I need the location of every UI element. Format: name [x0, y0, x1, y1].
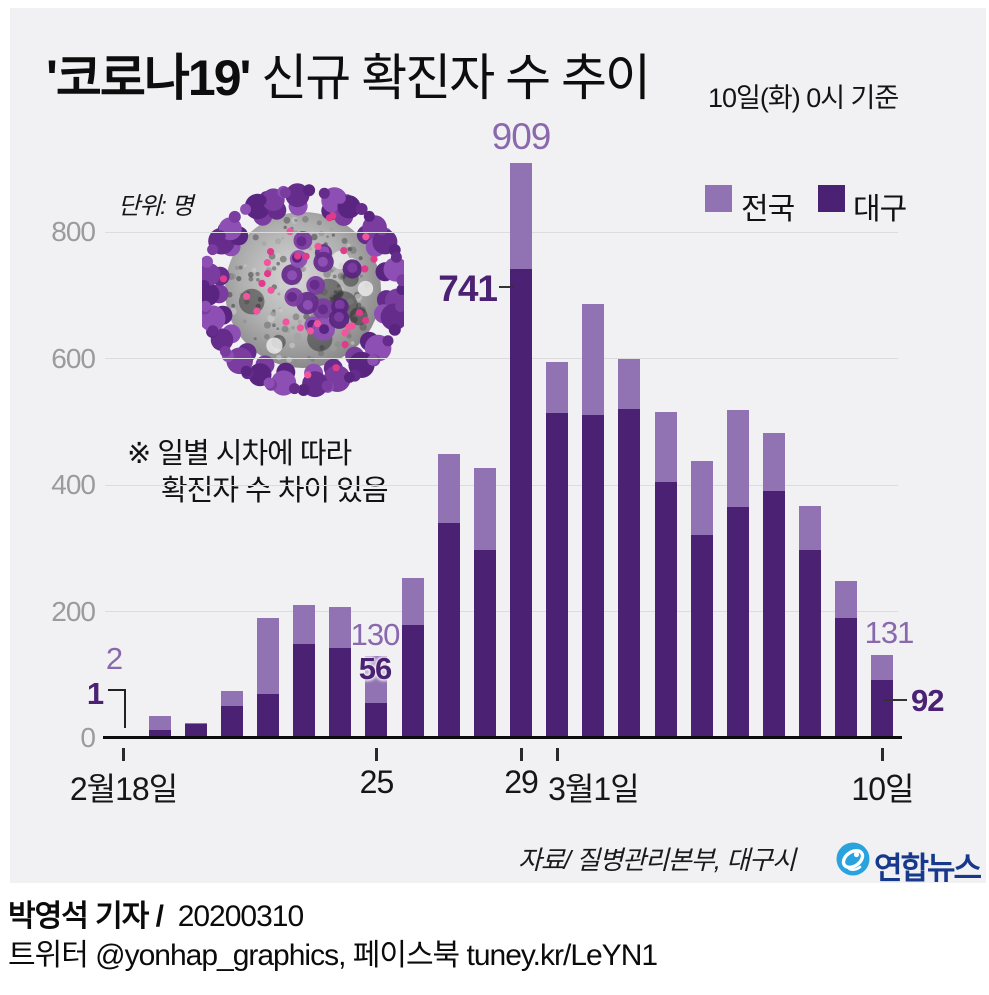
annotation-feb25-daegu: 56: [358, 651, 392, 686]
bar-daegu: [329, 648, 352, 738]
bar-daegu: [365, 703, 388, 738]
bar-daegu: [220, 706, 243, 738]
bar-daegu: [546, 413, 569, 738]
bar-daegu: [148, 730, 171, 738]
coronavirus-illustration: [202, 183, 404, 398]
x-axis-tick: [374, 748, 378, 761]
yonhap-logo-text: 연합뉴스: [874, 851, 982, 886]
page-title: '코로나19' 신규 확진자 수 추이: [46, 38, 651, 110]
x-axis-tick: [555, 748, 559, 761]
gridline: [105, 611, 898, 612]
y-axis-label: 400: [51, 469, 96, 500]
x-axis-label: 2월18일: [69, 771, 178, 807]
bar-daegu: [473, 550, 496, 738]
bar-daegu: [690, 535, 713, 738]
yonhap-logo-icon: [836, 842, 870, 876]
annotation-bracket-horizontal: [108, 689, 126, 691]
note-line2: 확진자 수 차이 있음: [161, 475, 389, 507]
bar-daegu: [835, 618, 858, 738]
title-highlight: '코로나19': [46, 50, 251, 106]
legend-label-daegu: 대구: [853, 193, 907, 226]
gridline: [105, 484, 898, 486]
x-axis-tick: [122, 748, 125, 761]
as-of-date-note: 10일(화) 0시 기준: [708, 83, 899, 113]
x-axis-baseline: [103, 736, 902, 739]
unit-label: 단위: 명: [118, 193, 194, 220]
note-line1: ※ 일별 시차에 따라: [127, 438, 352, 470]
bar-daegu: [257, 694, 280, 738]
x-axis-label: 25: [359, 764, 395, 800]
y-axis-label: 0: [80, 722, 96, 753]
annotation-dash-741: [499, 286, 514, 288]
y-axis-label: 800: [51, 216, 96, 247]
bar-daegu: [763, 491, 786, 738]
bar-daegu: [799, 550, 822, 738]
annotation-dash-92: [884, 699, 907, 701]
annotation-bracket-vertical: [124, 689, 126, 728]
bar-daegu: [582, 415, 605, 738]
bar-daegu: [654, 482, 677, 738]
bar-daegu: [293, 644, 316, 738]
gridline: [105, 358, 898, 359]
gridline: [105, 231, 898, 233]
x-axis-label: 3월1일: [548, 771, 639, 807]
bar-daegu: [437, 523, 460, 738]
annotation-feb25-nationwide: 130: [350, 617, 401, 652]
y-axis-label: 600: [51, 342, 96, 374]
bar-daegu: [510, 269, 533, 738]
bar-daegu: [726, 507, 749, 738]
title-rest: 신규 확진자 수 추이: [249, 50, 651, 106]
bar-daegu: [184, 724, 207, 738]
bar-daegu: [871, 680, 894, 738]
byline-reporter: 박영석 기자 /: [8, 900, 164, 933]
byline-date: 20200310: [177, 900, 304, 933]
legend-swatch-nationwide: [705, 185, 732, 212]
y-axis-label: 200: [51, 595, 96, 627]
legend-label-nationwide: 전국: [741, 193, 795, 226]
social-links: 트위터 @yonhap_graphics, 페이스북 tuney.kr/LeYN…: [8, 939, 658, 972]
byline: 박영석 기자 / 20200310: [8, 891, 304, 935]
annotation-feb18-daegu: 1: [86, 676, 104, 711]
annotation-mar10-daegu: 92: [911, 683, 944, 718]
bar-daegu: [401, 625, 424, 738]
bar-daegu: [618, 409, 641, 738]
x-axis-tick: [880, 748, 884, 761]
annotation-peak-daegu: 741: [438, 268, 498, 309]
x-axis-label: 10일: [851, 771, 914, 807]
x-axis-tick: [519, 748, 523, 761]
data-source: 자료/ 질병관리본부, 대구시: [518, 845, 796, 875]
annotation-peak-nationwide: 909: [491, 116, 552, 157]
x-axis-label: 29: [504, 764, 539, 800]
annotation-feb18-nationwide: 2: [105, 641, 123, 676]
legend-swatch-daegu: [818, 185, 845, 212]
annotation-mar10-nationwide: 131: [864, 615, 915, 650]
